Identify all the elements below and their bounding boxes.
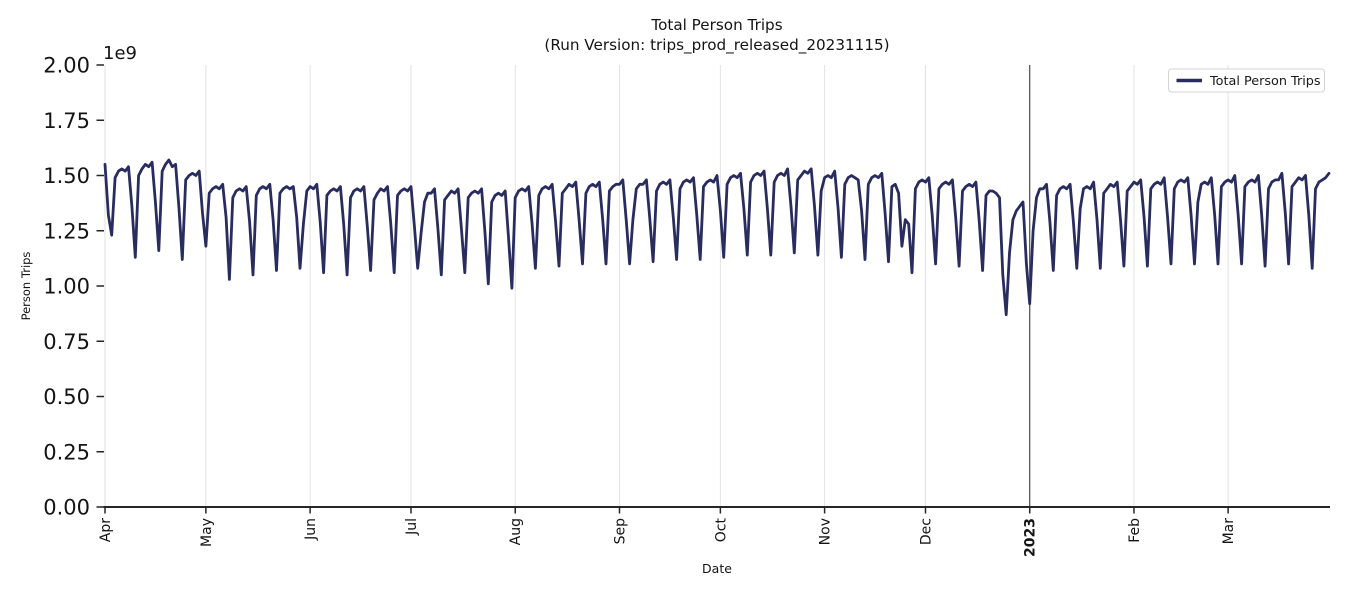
y-axis-ticks: 0.00 0.25 0.50 0.75 1.00 1.25 1.50 1.75 2.00: [43, 54, 104, 520]
chart-subtitle: (Run Version: trips_prod_released_202311…: [544, 36, 889, 55]
x-tick-label-jun: Jun: [303, 518, 319, 541]
y-tick-label: 0.50: [43, 385, 90, 409]
y-tick-label: 2.00: [43, 54, 90, 78]
y-tick-label: 1.50: [43, 164, 90, 188]
x-axis-title: Date: [702, 561, 732, 576]
x-tick-label-oct: Oct: [713, 518, 729, 543]
y-axis-title: Person Trips: [19, 252, 33, 321]
total-person-trips-line: [103, 158, 1331, 317]
x-tick-label-aug: Aug: [508, 518, 524, 545]
y-tick-label: 0.00: [43, 496, 90, 520]
y-tick-label: 1.25: [43, 219, 90, 243]
x-tick-label-feb: Feb: [1127, 518, 1143, 543]
x-tick-label-2023: 2023: [1023, 518, 1039, 557]
y-tick-label: 1.00: [43, 275, 90, 299]
x-tick-label-sep: Sep: [612, 518, 628, 545]
legend[interactable]: Total Person Trips: [1168, 68, 1325, 93]
legend-box: [1168, 68, 1325, 93]
x-tick-label-apr: Apr: [98, 518, 114, 542]
x-axis-ticks: Apr May Jun Jul Aug Sep Oct Nov Dec 2023 Feb Mar: [98, 507, 1237, 557]
legend-label: Total Person Trips: [1209, 74, 1321, 89]
x-tick-label-nov: Nov: [818, 518, 834, 545]
y-tick-label: 0.75: [43, 330, 90, 354]
x-tick-label-mar: Mar: [1221, 518, 1237, 545]
x-tick-label-dec: Dec: [918, 518, 934, 545]
x-tick-label-may: May: [199, 518, 215, 547]
chart-title: Total Person Trips: [650, 16, 782, 34]
y-axis-offset-label: 1e9: [103, 43, 137, 64]
x-tick-label-jul: Jul: [404, 518, 420, 536]
y-tick-label: 1.75: [43, 109, 90, 133]
month-gridlines: [104, 65, 1229, 507]
y-tick-label: 0.25: [43, 440, 90, 464]
